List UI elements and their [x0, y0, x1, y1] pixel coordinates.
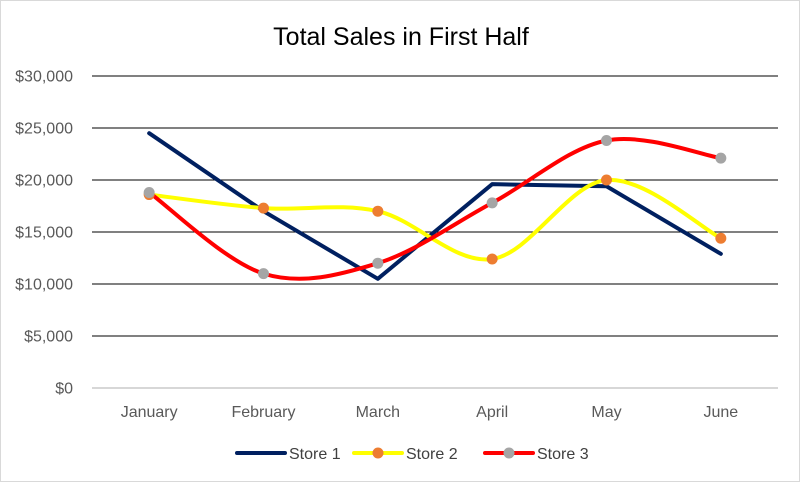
- y-tick-label: $0: [55, 381, 73, 398]
- data-point-series-3: [601, 134, 612, 146]
- x-tick-label: March: [356, 404, 400, 421]
- data-point-series-3: [372, 257, 384, 269]
- y-axis: $0 $5,000 $10,000 $15,000 $20,000 $25,000 $30,…: [15, 69, 73, 398]
- data-point-series-2: [258, 202, 269, 214]
- y-tick-label: $5,000: [24, 329, 73, 346]
- x-tick-label: April: [476, 404, 508, 421]
- data-point-series-2: [486, 253, 498, 265]
- y-tick-label: $15,000: [15, 225, 73, 242]
- y-tick-label: $25,000: [15, 121, 73, 138]
- legend-label: Store 1: [289, 446, 341, 463]
- legend-swatch-marker: [372, 447, 384, 459]
- data-point-series-3: [715, 152, 727, 164]
- x-tick-label: May: [591, 404, 621, 421]
- x-tick-label: February: [231, 404, 295, 421]
- gridlines: [92, 75, 778, 389]
- series-line-3: [147, 137, 723, 281]
- y-tick-label: $10,000: [15, 277, 73, 294]
- legend-label: Store 2: [406, 446, 458, 463]
- data-point-series-3: [258, 268, 269, 280]
- x-tick-label: January: [121, 404, 178, 421]
- data-point-series-2: [601, 174, 612, 186]
- data-point-series-2: [715, 232, 727, 244]
- series-lines: [147, 131, 723, 281]
- x-axis: January February March April May June: [121, 404, 739, 421]
- legend-swatch-marker: [503, 447, 515, 459]
- chart-title: Total Sales in First Half: [273, 23, 529, 51]
- series-markers: [143, 134, 727, 280]
- data-point-series-3: [143, 186, 155, 198]
- y-tick-label: $30,000: [15, 69, 73, 86]
- legend-label: Store 3: [537, 446, 589, 463]
- legend: Store 1 Store 2 Store 3: [235, 446, 589, 463]
- y-tick-label: $20,000: [15, 173, 73, 190]
- x-tick-label: June: [703, 404, 738, 421]
- data-point-series-3: [486, 197, 498, 209]
- data-point-series-2: [372, 205, 384, 217]
- series-line-1: [147, 131, 723, 281]
